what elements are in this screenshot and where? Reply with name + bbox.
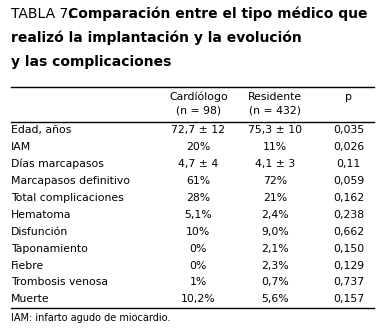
Text: 61%: 61% xyxy=(186,176,210,186)
Text: Disfunción: Disfunción xyxy=(11,227,68,237)
Text: 0,026: 0,026 xyxy=(333,142,364,152)
Text: y las complicaciones: y las complicaciones xyxy=(11,55,171,69)
Text: 2,3%: 2,3% xyxy=(261,260,289,271)
Text: 0%: 0% xyxy=(189,260,207,271)
Text: Marcapasos definitivo: Marcapasos definitivo xyxy=(11,176,130,186)
Text: realizó la implantación y la evolución: realizó la implantación y la evolución xyxy=(11,31,301,45)
Text: 4,7 ± 4: 4,7 ± 4 xyxy=(178,159,218,169)
Text: 11%: 11% xyxy=(263,142,287,152)
Text: 0,7%: 0,7% xyxy=(261,277,289,288)
Text: 0,035: 0,035 xyxy=(333,125,364,135)
Text: 0,11: 0,11 xyxy=(336,159,360,169)
Text: 10%: 10% xyxy=(186,227,210,237)
Text: Residente
(n = 432): Residente (n = 432) xyxy=(248,92,302,115)
Text: Fiebre: Fiebre xyxy=(11,260,44,271)
Text: 0%: 0% xyxy=(189,244,207,254)
Text: Cardíólogo
(n = 98): Cardíólogo (n = 98) xyxy=(169,92,228,116)
Text: 1%: 1% xyxy=(190,277,207,288)
Text: 5,6%: 5,6% xyxy=(261,295,289,304)
Text: Hematoma: Hematoma xyxy=(11,210,71,220)
Text: 2,4%: 2,4% xyxy=(261,210,289,220)
Text: 0,157: 0,157 xyxy=(333,295,364,304)
Text: 0,129: 0,129 xyxy=(333,260,364,271)
Text: 5,1%: 5,1% xyxy=(184,210,212,220)
Text: 0,059: 0,059 xyxy=(333,176,364,186)
Text: 28%: 28% xyxy=(186,193,210,203)
Text: p: p xyxy=(345,92,352,102)
Text: 72,7 ± 12: 72,7 ± 12 xyxy=(171,125,225,135)
Text: Total complicaciones: Total complicaciones xyxy=(11,193,124,203)
Text: 0,662: 0,662 xyxy=(333,227,364,237)
Text: Días marcapasos: Días marcapasos xyxy=(11,159,104,170)
Text: IAM: IAM xyxy=(11,142,31,152)
Text: Trombosis venosa: Trombosis venosa xyxy=(11,277,108,288)
Text: 10,2%: 10,2% xyxy=(181,295,216,304)
Text: 0,150: 0,150 xyxy=(333,244,364,254)
Text: 9,0%: 9,0% xyxy=(261,227,289,237)
Text: 21%: 21% xyxy=(263,193,287,203)
Text: 0,162: 0,162 xyxy=(333,193,364,203)
Text: Edad, años: Edad, años xyxy=(11,125,71,135)
Text: Muerte: Muerte xyxy=(11,295,49,304)
Text: 0,238: 0,238 xyxy=(333,210,364,220)
Text: 75,3 ± 10: 75,3 ± 10 xyxy=(248,125,302,135)
Text: Taponamiento: Taponamiento xyxy=(11,244,88,254)
Text: 0,737: 0,737 xyxy=(333,277,364,288)
Text: IAM: infarto agudo de miocardio.: IAM: infarto agudo de miocardio. xyxy=(11,313,170,323)
Text: TABLA 7.: TABLA 7. xyxy=(11,7,72,21)
Text: Comparación entre el tipo médico que: Comparación entre el tipo médico que xyxy=(68,7,367,21)
Text: 20%: 20% xyxy=(186,142,210,152)
Text: 72%: 72% xyxy=(263,176,287,186)
Text: 4,1 ± 3: 4,1 ± 3 xyxy=(255,159,295,169)
Text: 2,1%: 2,1% xyxy=(261,244,289,254)
